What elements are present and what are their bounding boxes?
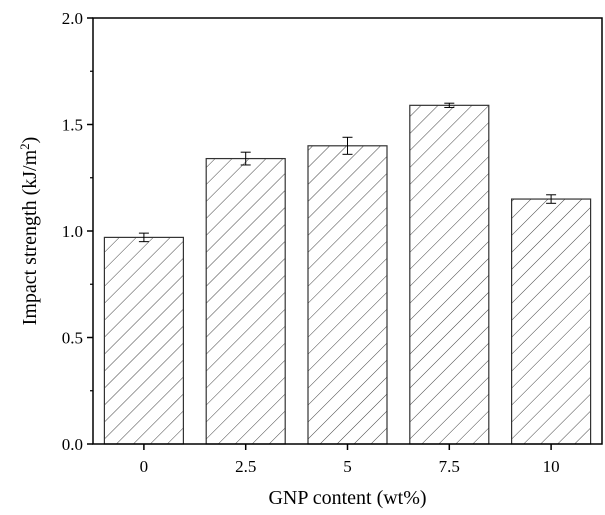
- x-tick-label: 10: [543, 457, 560, 476]
- y-axis: 0.0 0.5 1.0 1.5 2.0: [62, 9, 93, 454]
- y-tick-label: 0.5: [62, 329, 83, 348]
- bar-7.5: [409, 104, 490, 445]
- error-bars-layer: [138, 102, 557, 243]
- y-tick-label: 2.0: [62, 9, 83, 28]
- x-axis: 0 2.5 5 7.5 10: [140, 444, 560, 476]
- bar-10: [511, 198, 592, 445]
- x-tick-label: 7.5: [439, 457, 460, 476]
- y-axis-title: Impact strength (kJ/m2): [17, 137, 42, 326]
- bars-layer: [103, 104, 592, 445]
- y-tick-label: 1.0: [62, 222, 83, 241]
- bar-5: [307, 145, 388, 445]
- y-tick-label: 1.5: [62, 116, 83, 135]
- x-tick-label: 5: [343, 457, 352, 476]
- y-axis-title-superscript: 2: [17, 143, 32, 150]
- x-tick-label: 0: [140, 457, 149, 476]
- x-axis-title: GNP content (wt%): [268, 487, 426, 509]
- y-tick-label: 0.0: [62, 435, 83, 454]
- bar-2.5: [205, 157, 286, 445]
- bar-0: [103, 236, 185, 445]
- x-tick-label: 2.5: [235, 457, 256, 476]
